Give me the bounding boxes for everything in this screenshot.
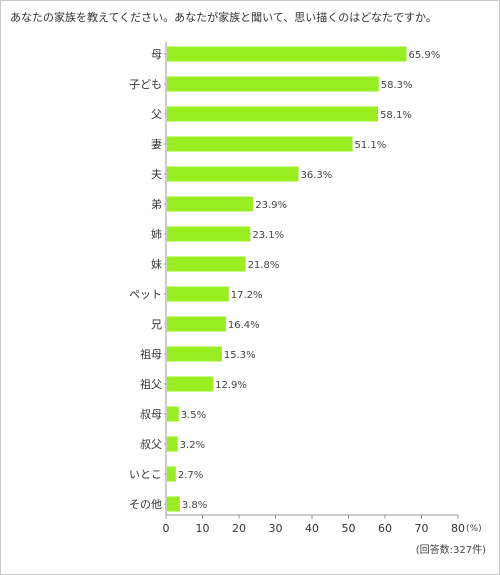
value-label: 3.2% (180, 440, 205, 451)
bar (167, 286, 229, 302)
value-label: 23.1% (252, 230, 284, 241)
bar (167, 466, 176, 482)
value-label: 58.1% (380, 110, 412, 121)
category-label: 兄 (151, 318, 162, 331)
bar (167, 166, 299, 182)
category-label: その他 (129, 498, 162, 511)
x-tick-label: 50 (342, 522, 356, 535)
category-label: 祖母 (140, 347, 162, 361)
category-label: いとこ (129, 468, 162, 481)
category-label: 母 (151, 48, 162, 61)
x-tick-label: 10 (196, 522, 210, 535)
bar (167, 346, 222, 362)
value-label: 51.1% (355, 140, 387, 151)
x-tick-label: 60 (378, 522, 392, 535)
value-label: 17.2% (231, 290, 263, 301)
x-tick-label: 20 (232, 522, 246, 535)
x-tick-label: 30 (269, 522, 283, 535)
value-label: 15.3% (224, 350, 256, 361)
chart-title: あなたの家族を教えてください。あなたが家族と聞いて、思い描くのはどなたですか。 (10, 11, 437, 24)
value-label: 2.7% (178, 470, 203, 481)
bar (167, 136, 353, 152)
x-tick-label: 70 (415, 522, 429, 535)
category-label: 叔母 (140, 407, 162, 421)
category-label: 姉 (151, 227, 162, 241)
category-label: 叔父 (140, 437, 162, 451)
bar (167, 196, 254, 212)
x-tick-label: 80 (451, 522, 465, 535)
bar (167, 376, 214, 392)
category-label: 妹 (151, 258, 162, 271)
bar (167, 46, 407, 62)
category-label: 子ども (129, 78, 162, 91)
x-tick-label: 40 (305, 522, 319, 535)
value-label: 3.8% (182, 500, 207, 511)
category-label: 弟 (151, 198, 162, 211)
category-label: 父 (151, 108, 162, 121)
x-tick-label: 0 (163, 522, 170, 535)
bar (167, 316, 226, 332)
value-label: 16.4% (228, 320, 260, 331)
category-label: 夫 (151, 168, 162, 181)
category-label: 祖父 (140, 377, 162, 391)
category-label: 妻 (151, 138, 162, 151)
value-label: 36.3% (300, 170, 332, 181)
value-label: 12.9% (215, 380, 247, 391)
value-label: 58.3% (381, 80, 413, 91)
bar (167, 256, 246, 272)
bar (167, 76, 379, 92)
value-label: 21.8% (248, 260, 280, 271)
bar (167, 106, 379, 122)
value-label: 23.9% (255, 200, 287, 211)
value-label: 65.9% (409, 50, 441, 61)
bar (167, 496, 180, 512)
category-label: ペット (129, 288, 162, 301)
bar (167, 226, 251, 242)
response-count-note: (回答数:327件) (415, 545, 486, 556)
bar (167, 436, 178, 452)
bar (167, 406, 179, 422)
x-unit-label: (%) (466, 524, 482, 534)
value-label: 3.5% (181, 410, 206, 421)
